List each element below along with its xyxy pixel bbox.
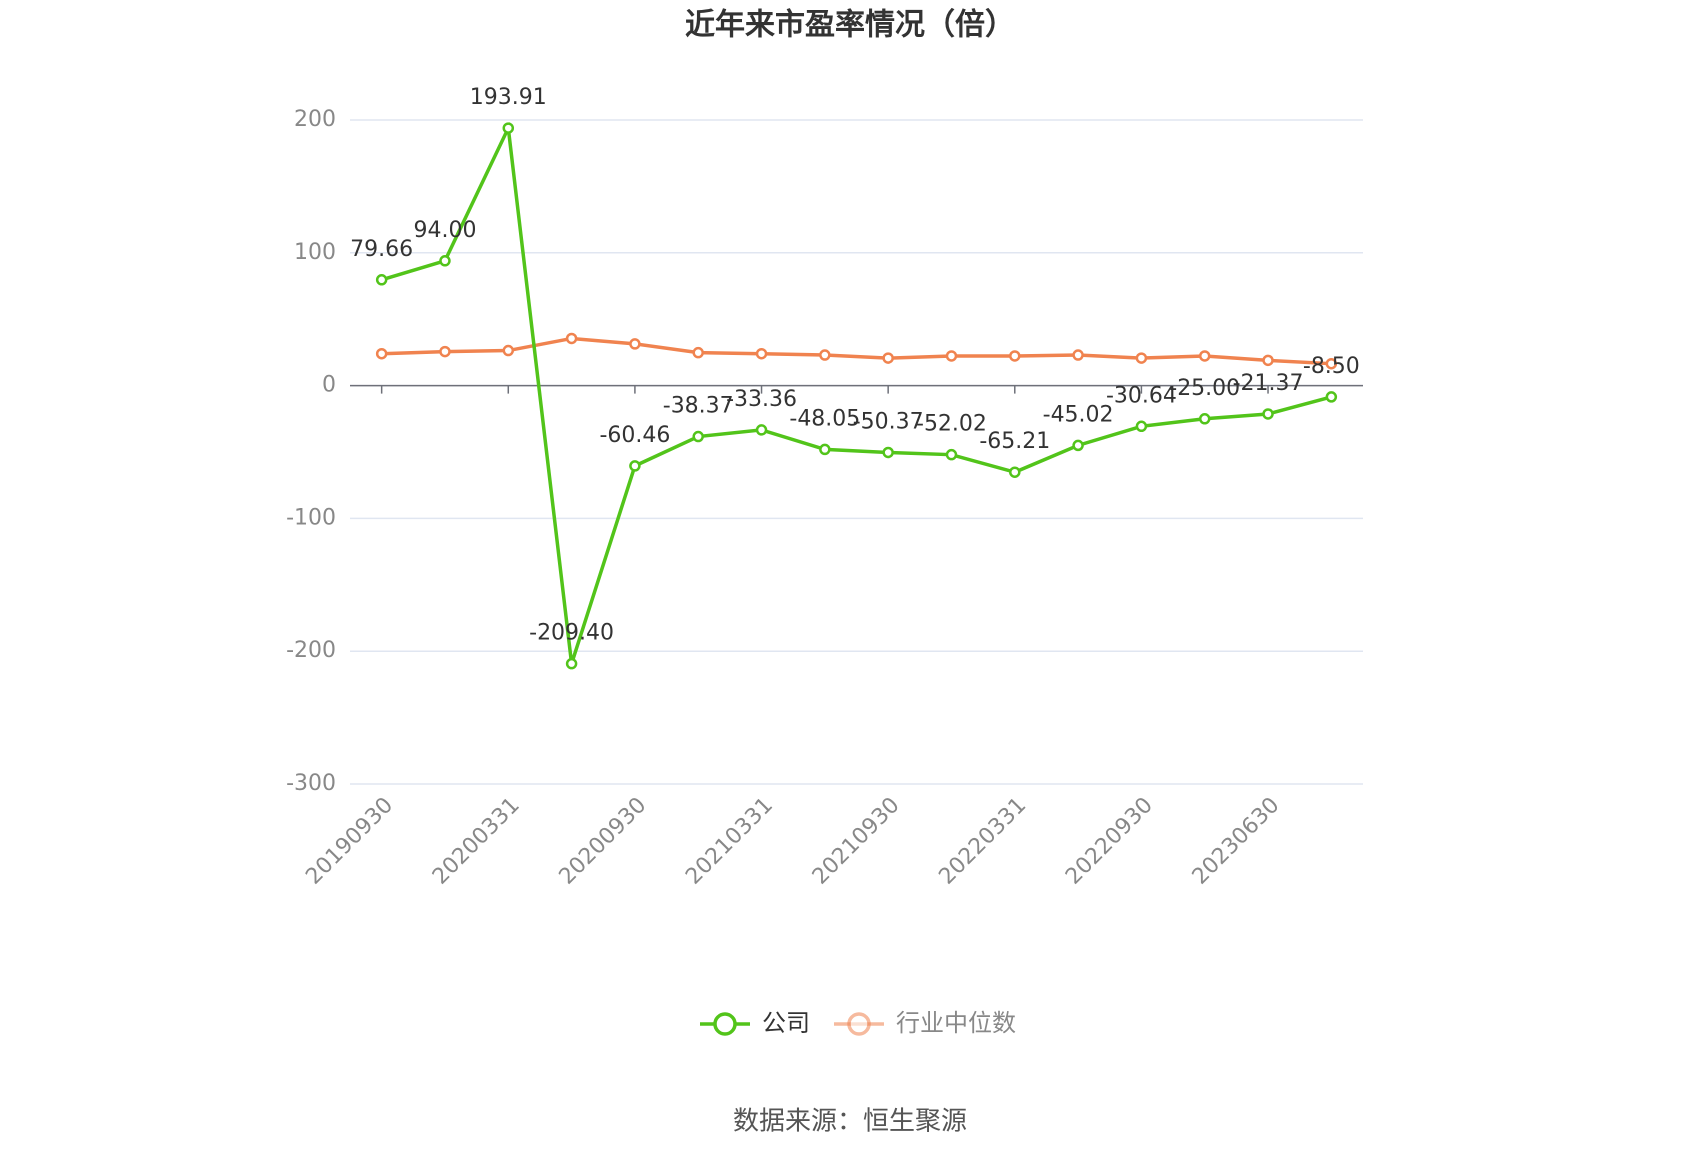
point	[375, 347, 388, 360]
x-tick-label: 20210331	[681, 793, 778, 890]
x-tick-label: 20210930	[808, 793, 905, 890]
data-label: -209.40	[529, 621, 614, 646]
point	[1072, 349, 1084, 361]
series-line	[381, 336, 1332, 366]
point	[375, 274, 388, 286]
x-tick-label: 20200930	[555, 793, 652, 890]
data-label: -60.46	[599, 423, 670, 448]
x-tick-label: 20190930	[301, 793, 398, 890]
point	[1135, 352, 1148, 364]
point	[502, 122, 515, 134]
point	[1198, 413, 1211, 425]
data-label: 193.91	[470, 85, 547, 110]
series-line	[381, 121, 1332, 665]
chart-title: 近年来市盈率情况（倍）	[685, 8, 1015, 43]
data-label: 79.66	[350, 237, 413, 262]
data-label: -45.02	[1043, 402, 1114, 427]
source: 数据来源：恒生聚源	[733, 1107, 967, 1137]
legend-label: 公司	[762, 1009, 810, 1037]
y-tick-label: -100	[286, 505, 336, 530]
x-tick-label: 20230630	[1188, 793, 1285, 890]
point	[439, 345, 451, 358]
x-tick-label: 20220930	[1061, 793, 1158, 890]
legend-marker	[713, 1012, 737, 1036]
data-label: 94.00	[413, 218, 476, 243]
data-label: -48.05	[789, 406, 860, 431]
point	[629, 460, 641, 472]
data-label: -25.00	[1169, 376, 1240, 401]
point	[1072, 439, 1084, 452]
data-label: -50.37	[853, 409, 924, 434]
point	[692, 346, 704, 359]
point	[565, 332, 578, 345]
y-tick-label: 200	[294, 107, 336, 132]
point	[755, 347, 768, 360]
point	[819, 349, 831, 361]
point	[1325, 391, 1338, 403]
legend-marker	[847, 1012, 871, 1036]
point	[882, 446, 894, 459]
data-label: -21.37	[1233, 371, 1304, 396]
y-tick-label: 100	[294, 240, 336, 265]
point	[692, 430, 704, 443]
point	[1262, 354, 1274, 367]
point	[945, 350, 958, 362]
point	[1325, 357, 1338, 370]
point	[945, 448, 958, 461]
x-tick-label: 20220331	[934, 793, 1031, 890]
point	[629, 338, 641, 350]
data-label: -33.36	[726, 387, 797, 412]
point	[882, 352, 894, 364]
point	[1198, 350, 1211, 362]
data-label: -52.02	[916, 412, 987, 437]
y-tick-label: -200	[286, 638, 336, 663]
point	[1262, 408, 1274, 420]
point	[502, 344, 515, 357]
legend-label: 行业中位数	[896, 1009, 1016, 1037]
point	[819, 443, 831, 456]
point	[565, 657, 578, 670]
point	[1135, 420, 1148, 433]
data-label: -65.21	[979, 429, 1050, 454]
point	[1009, 466, 1021, 478]
data-label: -8.50	[1303, 354, 1360, 379]
data-label: -38.37	[663, 394, 734, 419]
y-tick-label: -300	[286, 771, 336, 796]
y-tick-label: 0	[322, 373, 336, 398]
legend-item: 公司	[700, 1009, 810, 1037]
data-label: -30.64	[1106, 383, 1177, 408]
point	[439, 255, 451, 267]
x-tick-label: 20200331	[428, 793, 525, 890]
point	[1009, 350, 1021, 362]
legend-item: 行业中位数	[834, 1009, 1016, 1037]
point	[755, 424, 768, 436]
